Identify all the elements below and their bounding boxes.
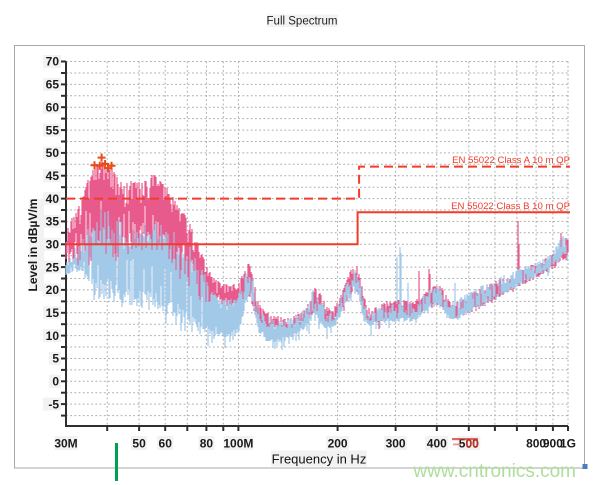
svg-text:www.cntronics.com: www.cntronics.com	[412, 461, 576, 482]
svg-text:Full Spectrum: Full Spectrum	[267, 16, 338, 28]
svg-text:80: 80	[200, 437, 214, 451]
svg-text:0: 0	[52, 375, 59, 389]
svg-text:10: 10	[46, 329, 60, 343]
svg-text:25: 25	[46, 260, 60, 274]
svg-text:50: 50	[132, 437, 146, 451]
svg-text:-5: -5	[48, 397, 59, 411]
svg-text:60: 60	[46, 100, 60, 114]
svg-text:30: 30	[46, 238, 60, 252]
svg-text:100M: 100M	[223, 437, 253, 451]
svg-text:60: 60	[159, 437, 173, 451]
svg-text:40: 40	[46, 192, 60, 206]
svg-text:55: 55	[46, 123, 60, 137]
svg-text:Level in dBµV/m: Level in dBµV/m	[26, 199, 40, 292]
svg-text:35: 35	[46, 215, 60, 229]
svg-text:Frequency in Hz: Frequency in Hz	[272, 452, 367, 467]
svg-text:70: 70	[46, 55, 60, 69]
svg-text:400: 400	[427, 437, 447, 451]
svg-text:30M: 30M	[54, 437, 77, 451]
svg-text:EN 55022 Class B 10 m QP: EN 55022 Class B 10 m QP	[451, 201, 570, 212]
svg-text:00: 00	[466, 437, 480, 451]
svg-text:50: 50	[46, 146, 60, 160]
svg-text:65: 65	[46, 78, 60, 92]
svg-text:5: 5	[52, 352, 59, 366]
svg-text:45: 45	[46, 169, 60, 183]
svg-text:300: 300	[386, 437, 406, 451]
svg-text:20: 20	[46, 283, 60, 297]
svg-text:800: 800	[526, 437, 546, 451]
svg-text:EN 55022 Class A 10 m QP: EN 55022 Class A 10 m QP	[452, 155, 570, 166]
svg-text:200: 200	[328, 437, 348, 451]
svg-text:15: 15	[46, 306, 60, 320]
svg-text:900: 900	[543, 437, 563, 451]
svg-text:1G: 1G	[560, 437, 576, 451]
